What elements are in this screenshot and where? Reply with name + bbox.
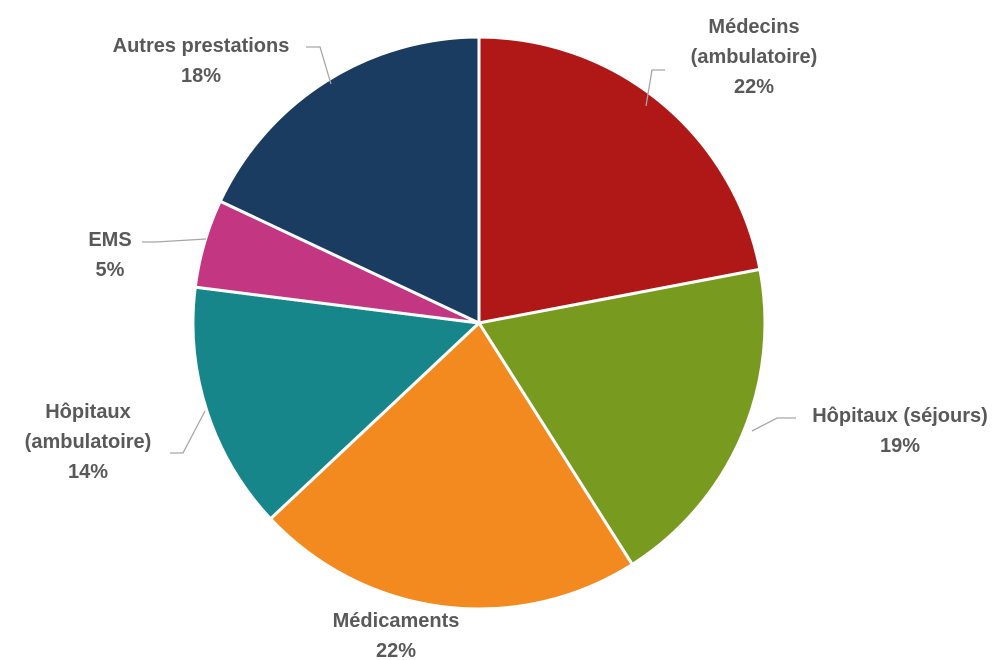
slice-label: Autres prestations 18%	[113, 35, 290, 87]
leader-line	[645, 69, 665, 107]
slice-label: Médicaments 22%	[333, 610, 460, 660]
slice-label: Médecins (ambulatoire) 22%	[691, 16, 818, 98]
slice-name: EMS	[88, 229, 131, 251]
slice-label: Hôpitaux (ambulatoire) 14%	[25, 401, 152, 483]
slice-name: (ambulatoire)	[691, 46, 818, 68]
slice-name: Médecins	[708, 16, 799, 38]
slice-name: Médicaments	[333, 610, 460, 632]
slice-percent: 14%	[68, 461, 108, 483]
leader-line	[751, 417, 796, 432]
slice-label: EMS 5%	[88, 229, 131, 281]
slice-name: Autres prestations	[113, 35, 290, 57]
slice-name: (ambulatoire)	[25, 431, 152, 453]
pie-slices	[191, 35, 767, 611]
pie-slice	[477, 35, 762, 325]
leader-line	[142, 238, 207, 243]
slice-labels: Médecins (ambulatoire) 22% Hôpitaux (séjour…	[25, 16, 988, 660]
pie-slice	[191, 285, 481, 521]
slice-percent: 22%	[376, 640, 416, 660]
pie-slice	[477, 267, 767, 566]
slice-percent: 18%	[181, 65, 221, 87]
pie-slice	[218, 35, 481, 325]
slice-percent: 19%	[880, 435, 920, 457]
slice-percent: 5%	[96, 259, 125, 281]
pie-slice	[269, 321, 634, 611]
leader-lines	[142, 46, 796, 454]
slice-name: Hôpitaux	[45, 401, 131, 423]
slice-name: Hôpitaux (séjours)	[812, 405, 988, 427]
leader-line	[306, 46, 332, 85]
slice-label: Hôpitaux (séjours) 19%	[812, 405, 988, 457]
slice-percent: 22%	[734, 76, 774, 98]
leader-line	[170, 410, 206, 454]
